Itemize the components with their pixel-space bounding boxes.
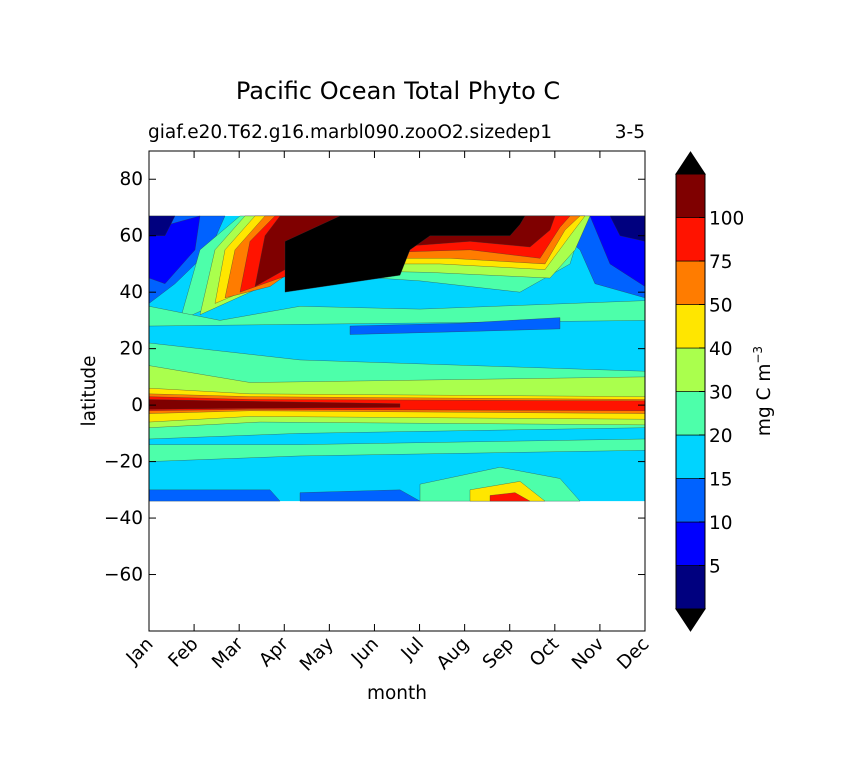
colorbar-segment [675,478,706,523]
y-tick-label: −20 [104,452,143,473]
y-tick-label: −60 [104,565,143,586]
colorbar-extend-top [675,151,706,175]
x-tick-label: Mar [208,633,248,673]
colorbar-tick-label: 20 [709,426,733,447]
y-axis: 80 60 40 20 0 −20 −40 −60 [104,169,645,586]
x-tick-label: Nov [568,634,608,674]
plot-frame [148,150,646,632]
field-north-dec-0 [609,215,645,242]
chart-subtitle-left: giaf.e20.T62.g16.marbl090.zooO2.sizedep1 [148,122,552,143]
colorbar-segment [675,434,706,479]
x-tick-label: Feb [165,634,203,672]
y-tick-label: 40 [119,282,143,303]
colorbar-tick-label: 30 [709,383,733,404]
colorbar-segment [675,173,706,218]
colorbar-segment [675,347,706,392]
chart-title: Pacific Ocean Total Phyto C [236,77,560,105]
colorbar-label: mg C m−3 [751,346,775,436]
field-bloom-over [284,215,526,293]
field-midlat-10 [349,317,561,335]
x-tick-label: Sep [479,634,519,674]
colorbar-tick-label: 100 [709,209,744,230]
y-axis-label: latitude [79,356,100,427]
x-tick-label: Aug [433,634,473,674]
colorbar-tick-label: 75 [709,252,733,273]
field-south-jan-10 [149,489,281,502]
y-tick-label: 20 [119,339,143,360]
field-north-winter-0 [149,215,176,236]
colorbar-tick-label: 40 [709,339,733,360]
field-south-20 [149,438,645,462]
y-tick-label: −40 [104,508,143,529]
x-tick-label: Jan [122,634,158,670]
y-tick-label: 80 [119,169,143,190]
colorbar-segment [675,521,706,566]
field-south-sep-75 [489,492,531,502]
colorbar-extend-bottom [675,608,706,632]
field-south-may-10 [299,489,421,502]
colorbar-segment [675,391,706,436]
colorbar: 5 10 15 20 30 40 50 75 100 [675,151,744,632]
x-tick-label: Oct [526,634,563,671]
colorbar-segment [675,304,706,349]
colorbar-segment [675,217,706,262]
x-tick-label: Dec [613,634,653,674]
y-tick-label: 60 [119,226,143,247]
contour-field [149,215,645,502]
chart-subtitle-right: 3-5 [615,122,645,143]
colorbar-tick-label: 50 [709,296,733,317]
colorbar-tick-label: 5 [709,557,721,578]
field-eq-100 [149,399,401,410]
x-tick-label: Jul [397,634,428,665]
x-tick-label: Jun [347,634,383,670]
colorbar-tick-label: 10 [709,513,733,534]
x-tick-label: May [296,634,338,676]
y-tick-label: 0 [131,395,143,416]
x-tick-label: Apr [255,633,293,671]
x-axis-label: month [367,683,427,704]
colorbar-segment [675,260,706,305]
field-south-sep-20 [419,466,581,502]
colorbar-segment [675,565,706,610]
field-south-sep-40 [469,481,546,502]
colorbar-tick-label: 15 [709,470,733,491]
colorbar-label-exponent: −3 [751,346,765,364]
